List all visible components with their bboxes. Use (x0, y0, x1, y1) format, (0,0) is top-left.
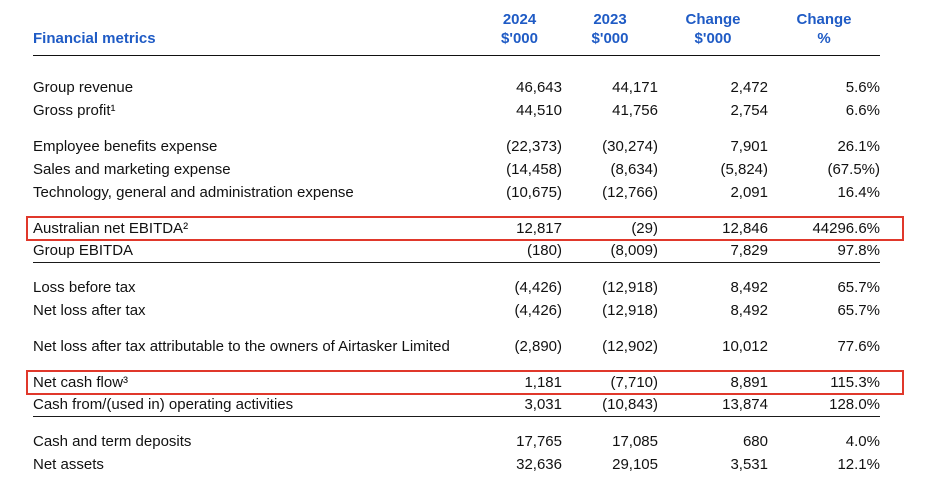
cell-change: 2,091 (730, 184, 768, 201)
table-row: Gross profit¹ 44,510 41,756 2,754 6.6% (33, 99, 880, 122)
cell-change-pct: (67.5%) (827, 161, 880, 178)
row-label: Net loss after tax attributable to the o… (33, 338, 450, 355)
cell-2024: (22,373) (506, 138, 562, 155)
column-header-2023: 2023 $'000 (562, 10, 658, 48)
cell-change: 10,012 (722, 338, 768, 355)
cell-2023: (12,918) (602, 302, 658, 319)
column-header-change-pct: Change % (768, 10, 880, 48)
cell-2023: 44,171 (612, 79, 658, 96)
header-line: $'000 (591, 30, 629, 47)
cell-change: 7,829 (730, 242, 768, 259)
table-row: Employee benefits expense (22,373) (30,2… (33, 135, 880, 158)
cell-2023: 41,756 (612, 102, 658, 119)
column-header-2024: 2024 $'000 (477, 10, 562, 48)
table-row: Loss before tax (4,426) (12,918) 8,492 6… (33, 276, 880, 299)
cell-change: (5,824) (720, 161, 768, 178)
table-row: Group revenue 46,643 44,171 2,472 5.6% (33, 76, 880, 99)
row-label: Cash from/(used in) operating activities (33, 396, 294, 413)
cell-change: 7,901 (730, 138, 768, 155)
row-label: Group revenue (33, 79, 134, 96)
cell-change: 12,846 (722, 220, 768, 237)
table-row: Sales and marketing expense (14,458) (8,… (33, 158, 880, 181)
cell-change: 680 (742, 433, 768, 450)
column-header-financial-metrics: Financial metrics (33, 30, 156, 47)
cell-change-pct: 65.7% (837, 302, 880, 319)
header-line: 2023 (593, 11, 627, 28)
financial-metrics-table: Financial metrics 2024 $'000 2023 $'000 … (26, 10, 904, 476)
cell-change-pct: 97.8% (837, 242, 880, 259)
row-label: Australian net EBITDA² (33, 220, 189, 237)
row-label: Net cash flow³ (33, 374, 129, 391)
table-header: Financial metrics 2024 $'000 2023 $'000 … (33, 10, 880, 56)
cell-change-pct: 4.0% (845, 433, 880, 450)
row-label: Loss before tax (33, 279, 136, 296)
header-line: $'000 (501, 30, 538, 47)
cell-change-pct: 5.6% (845, 79, 880, 96)
table-row: Cash and term deposits 17,765 17,085 680… (33, 430, 880, 453)
row-label: Sales and marketing expense (33, 161, 231, 178)
header-line: 2024 (502, 11, 537, 28)
table-row-highlighted: Australian net EBITDA² 12,817 (29) 12,84… (26, 216, 904, 241)
cell-2023: (12,766) (602, 184, 658, 201)
cell-2024: (4,426) (514, 302, 562, 319)
cell-2024: 32,636 (516, 456, 562, 473)
row-label: Employee benefits expense (33, 138, 218, 155)
table-row: Net assets 32,636 29,105 3,531 12.1% (33, 453, 880, 476)
cell-2023: (10,843) (602, 396, 658, 413)
cell-change: 8,891 (730, 374, 768, 391)
cell-2023: (7,710) (610, 374, 658, 391)
row-label: Cash and term deposits (33, 433, 192, 450)
cell-2023: (30,274) (602, 138, 658, 155)
cell-change-pct: 6.6% (845, 102, 880, 119)
cell-2024: (14,458) (506, 161, 562, 178)
column-header-change-000: Change $'000 (658, 10, 768, 48)
cell-2024: 17,765 (516, 433, 562, 450)
cell-change-pct: 65.7% (837, 279, 880, 296)
table-row: Cash from/(used in) operating activities… (33, 394, 880, 417)
row-label: Net assets (33, 456, 104, 473)
cell-change-pct: 115.3% (830, 374, 880, 391)
cell-2023: (29) (631, 220, 658, 237)
header-line: $'000 (694, 30, 732, 47)
table-row-highlighted: Net cash flow³ 1,181 (7,710) 8,891 115.3… (26, 370, 904, 395)
cell-2024: (4,426) (514, 279, 562, 296)
cell-change-pct: 26.1% (837, 138, 880, 155)
cell-2023: 17,085 (612, 433, 658, 450)
cell-2024: 12,817 (516, 220, 562, 237)
cell-2024: 1,181 (524, 374, 562, 391)
cell-change-pct: 44296.6% (812, 220, 880, 237)
cell-2024: 44,510 (516, 102, 562, 119)
cell-2023: 29,105 (612, 456, 658, 473)
cell-change: 8,492 (730, 302, 768, 319)
row-label: Group EBITDA (33, 242, 134, 259)
cell-2024: (2,890) (514, 338, 562, 355)
cell-2024: 3,031 (524, 396, 562, 413)
row-label: Gross profit¹ (33, 102, 116, 119)
table-row: Net loss after tax attributable to the o… (33, 335, 880, 358)
cell-change-pct: 12.1% (837, 456, 880, 473)
table-row: Technology, general and administration e… (33, 181, 880, 204)
cell-2024: (180) (526, 242, 562, 259)
cell-change: 3,531 (730, 456, 768, 473)
cell-change: 8,492 (730, 279, 768, 296)
header-line: % (817, 30, 831, 47)
header-line: Change (685, 11, 741, 28)
row-label: Technology, general and administration e… (33, 184, 354, 201)
cell-change-pct: 16.4% (837, 184, 880, 201)
table-row: Group EBITDA (180) (8,009) 7,829 97.8% (33, 240, 880, 263)
cell-2024: (10,675) (506, 184, 562, 201)
cell-2023: (12,902) (602, 338, 658, 355)
cell-change-pct: 77.6% (837, 338, 880, 355)
cell-2023: (8,009) (610, 242, 658, 259)
row-label: Net loss after tax (33, 302, 146, 319)
cell-change: 2,754 (730, 102, 768, 119)
cell-2023: (8,634) (610, 161, 658, 178)
cell-change: 2,472 (730, 79, 768, 96)
header-line: Change (796, 11, 852, 28)
table-row: Net loss after tax (4,426) (12,918) 8,49… (33, 299, 880, 322)
cell-2024: 46,643 (516, 79, 562, 96)
cell-2023: (12,918) (602, 279, 658, 296)
cell-change-pct: 128.0% (829, 396, 880, 413)
cell-change: 13,874 (722, 396, 768, 413)
